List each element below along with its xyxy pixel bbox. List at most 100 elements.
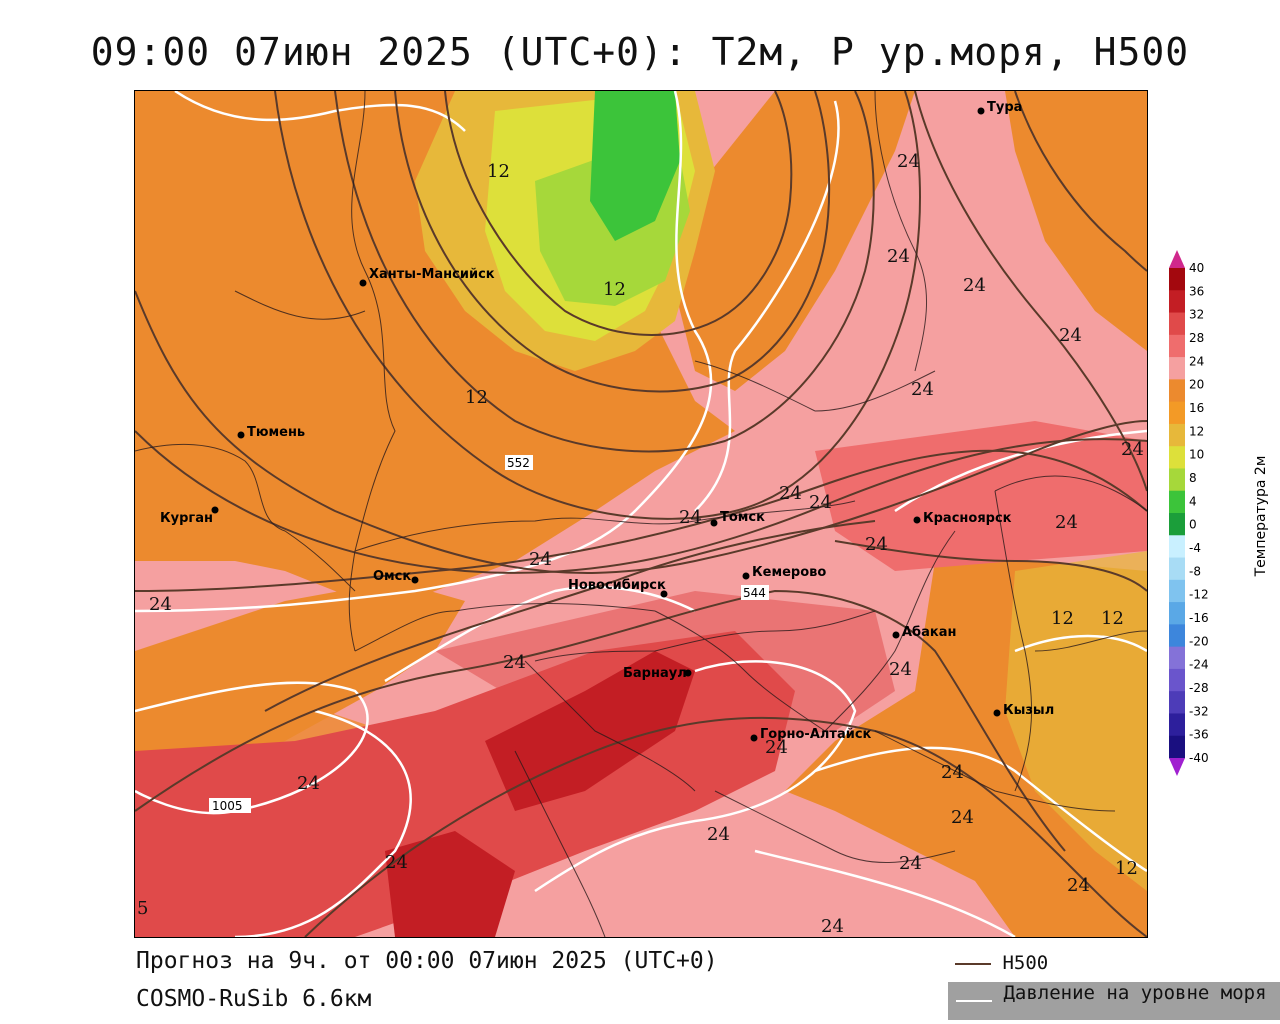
svg-text:24: 24 bbox=[897, 151, 920, 172]
colorbar-swatch bbox=[1169, 624, 1185, 648]
model-name: COSMO-RuSib 6.6км bbox=[136, 986, 372, 1012]
svg-text:544: 544 bbox=[743, 586, 766, 600]
svg-text:24: 24 bbox=[765, 737, 788, 758]
colorbar-tick-label: 36 bbox=[1189, 284, 1204, 298]
svg-text:24: 24 bbox=[503, 652, 526, 673]
city-abakan[interactable]: Абакан bbox=[892, 625, 957, 640]
colorbar-swatch bbox=[1169, 579, 1185, 603]
svg-text:24: 24 bbox=[529, 549, 552, 570]
svg-text:24: 24 bbox=[1055, 512, 1078, 533]
svg-text:24: 24 bbox=[149, 594, 172, 615]
svg-text:24: 24 bbox=[707, 824, 730, 845]
forecast-info: Прогноз на 9ч. от 00:00 07июн 2025 (UTC+… bbox=[136, 948, 718, 974]
svg-text:24: 24 bbox=[941, 762, 964, 783]
svg-text:24: 24 bbox=[809, 492, 832, 513]
legend-slp-label: Давление на уровне моря bbox=[1003, 982, 1267, 1004]
svg-text:24: 24 bbox=[951, 807, 974, 828]
colorbar-swatch bbox=[1169, 423, 1185, 447]
city-markers: Тура Ханты-Мансийск Тюмень Курган Омск Н… bbox=[160, 100, 1054, 742]
svg-text:5: 5 bbox=[137, 898, 148, 919]
colorbar-tick-label: 4 bbox=[1189, 494, 1197, 508]
svg-text:Кызыл: Кызыл bbox=[1003, 703, 1054, 718]
colorbar-swatch bbox=[1169, 691, 1185, 714]
svg-text:12: 12 bbox=[465, 387, 488, 408]
city-omsk[interactable]: Омск bbox=[373, 569, 419, 584]
region-boundaries bbox=[135, 91, 1147, 937]
svg-text:Курган: Курган bbox=[160, 511, 213, 526]
colorbar-tick-label: 20 bbox=[1189, 378, 1204, 392]
svg-text:24: 24 bbox=[1121, 439, 1144, 460]
colorbar-swatch bbox=[1169, 513, 1185, 536]
colorbar-swatch bbox=[1169, 535, 1185, 559]
svg-text:24: 24 bbox=[385, 852, 408, 873]
colorbar-tick-label: -24 bbox=[1189, 658, 1209, 672]
colorbar-swatch bbox=[1169, 357, 1185, 380]
svg-text:Тюмень: Тюмень bbox=[247, 425, 305, 440]
svg-text:24: 24 bbox=[1059, 325, 1082, 346]
city-kurgan[interactable]: Курган bbox=[160, 506, 219, 527]
legend-h500-label: H500 bbox=[1002, 952, 1049, 974]
colorbar-tick-label: -36 bbox=[1189, 728, 1209, 742]
svg-text:12: 12 bbox=[1115, 858, 1138, 879]
colorbar-tick-label: -8 bbox=[1189, 564, 1201, 578]
h500-contours bbox=[135, 91, 1147, 937]
colorbar-tick-label: -28 bbox=[1189, 681, 1209, 695]
svg-text:Ханты-Мансийск: Ханты-Мансийск bbox=[369, 267, 495, 282]
city-tura[interactable]: Тура bbox=[977, 100, 1023, 115]
colorbar-swatch bbox=[1169, 713, 1185, 737]
svg-text:24: 24 bbox=[889, 659, 912, 680]
colorbar-tick-label: -20 bbox=[1189, 634, 1209, 648]
city-khanty-mansiysk[interactable]: Ханты-Мансийск bbox=[359, 267, 495, 287]
city-krasnoyarsk[interactable]: Красноярск bbox=[913, 511, 1012, 526]
colorbar-tick-label: 12 bbox=[1189, 424, 1204, 438]
svg-text:24: 24 bbox=[779, 483, 802, 504]
svg-text:24: 24 bbox=[679, 507, 702, 528]
colorbar-tick-label: -12 bbox=[1189, 588, 1209, 602]
colorbar-top-arrow bbox=[1169, 250, 1185, 268]
city-tyumen[interactable]: Тюмень bbox=[237, 425, 306, 440]
svg-text:24: 24 bbox=[1067, 875, 1090, 896]
svg-text:24: 24 bbox=[821, 916, 844, 937]
svg-text:12: 12 bbox=[1101, 608, 1124, 629]
svg-text:Красноярск: Красноярск bbox=[923, 511, 1012, 526]
colorbar-bottom-arrow bbox=[1169, 758, 1185, 776]
colorbar-swatch bbox=[1169, 290, 1185, 314]
colorbar-swatch bbox=[1169, 379, 1185, 403]
map-title: 09:00 07июн 2025 (UTC+0): T2м, P ур.моря… bbox=[90, 30, 1190, 74]
svg-text:24: 24 bbox=[887, 246, 910, 267]
colorbar-tick-label: 28 bbox=[1189, 331, 1204, 345]
colorbar-tick-label: 16 bbox=[1189, 401, 1204, 415]
colorbar-tick-label: 8 bbox=[1189, 471, 1197, 485]
legend-h500: H500 bbox=[955, 952, 1048, 974]
colorbar-tick-label: 40 bbox=[1189, 261, 1204, 275]
colorbar-tick-label: -16 bbox=[1189, 611, 1209, 625]
svg-text:Барнаул: Барнаул bbox=[623, 666, 687, 681]
colorbar-swatch bbox=[1169, 468, 1185, 492]
city-gorno-altaysk[interactable]: Горно-Алтайск bbox=[750, 727, 872, 742]
svg-text:24: 24 bbox=[911, 379, 934, 400]
svg-text:Горно-Алтайск: Горно-Алтайск bbox=[760, 727, 872, 742]
temperature-contour-labels: 12 12 12 12 12 12 24 24 24 24 24 24 24 2… bbox=[137, 151, 1144, 937]
colorbar-swatch bbox=[1169, 557, 1185, 581]
forecast-map[interactable]: Тура Ханты-Мансийск Тюмень Курган Омск Н… bbox=[134, 90, 1148, 938]
svg-text:Кемерово: Кемерово bbox=[752, 565, 826, 580]
svg-text:552: 552 bbox=[507, 456, 530, 470]
colorbar-swatch bbox=[1169, 602, 1185, 625]
colorbar-tick-label: 32 bbox=[1189, 308, 1204, 322]
svg-text:24: 24 bbox=[899, 853, 922, 874]
colorbar-tick-label: -32 bbox=[1189, 704, 1209, 718]
colorbar-tick-label: -40 bbox=[1189, 751, 1209, 765]
city-kyzyl[interactable]: Кызыл bbox=[993, 703, 1055, 718]
svg-text:Новосибирск: Новосибирск bbox=[568, 578, 666, 593]
temperature-colorbar: 403632282420161210840-4-8-12-16-20-24-28… bbox=[1169, 250, 1269, 776]
colorbar-swatch bbox=[1169, 668, 1185, 692]
svg-text:Абакан: Абакан bbox=[902, 625, 957, 640]
city-barnaul[interactable]: Барнаул bbox=[623, 666, 692, 681]
city-novosibirsk[interactable]: Новосибирск bbox=[568, 578, 668, 598]
svg-text:24: 24 bbox=[963, 275, 986, 296]
city-tomsk[interactable]: Томск bbox=[710, 510, 766, 527]
colorbar-tick-label: 10 bbox=[1189, 448, 1204, 462]
city-kemerovo[interactable]: Кемерово bbox=[742, 565, 827, 580]
colorbar-swatch bbox=[1169, 735, 1185, 759]
colorbar-swatch bbox=[1169, 446, 1185, 469]
